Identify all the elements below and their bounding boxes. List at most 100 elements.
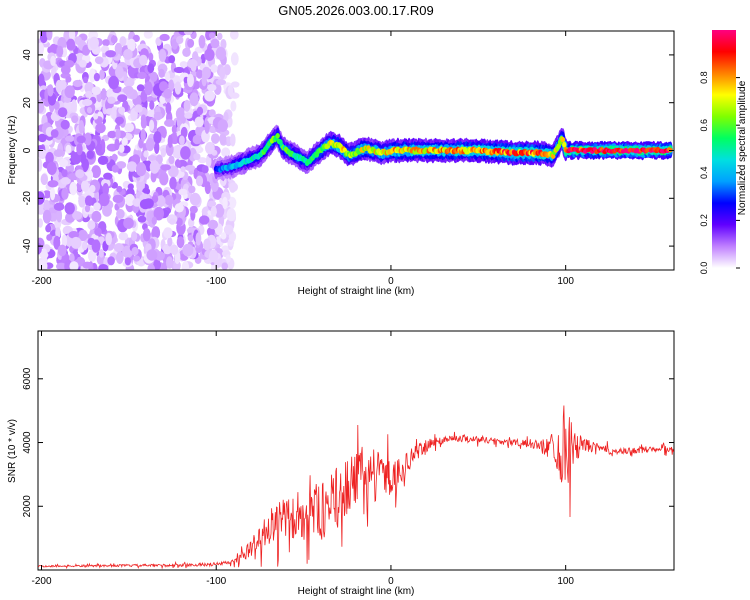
noise-cell — [87, 250, 97, 262]
noise-cell — [57, 107, 68, 118]
y-tick-label: 2000 — [22, 495, 33, 518]
noise-cell — [170, 244, 179, 255]
noise-cell — [159, 33, 170, 42]
noise-cell — [103, 172, 113, 180]
noise-cell — [60, 65, 71, 75]
noise-cell — [145, 137, 155, 152]
noise-cell — [82, 261, 93, 269]
noise-cell — [96, 253, 106, 265]
noise-cell — [210, 38, 220, 49]
noise-cell — [230, 100, 237, 112]
noise-cell — [72, 79, 83, 88]
y-tick-label: -40 — [22, 238, 33, 253]
noise-cell — [115, 65, 124, 79]
noise-cell — [173, 66, 185, 74]
noise-cell — [46, 31, 53, 41]
x-tick-label: 0 — [388, 576, 394, 587]
noise-cell — [87, 220, 96, 230]
noise-cell — [38, 42, 45, 55]
noise-cell — [78, 195, 86, 208]
noise-cell — [205, 155, 212, 168]
noise-cell — [209, 249, 219, 263]
noise-cell — [214, 203, 225, 218]
noise-cell — [101, 88, 107, 101]
colorbar-tick-label: 0.8 — [699, 71, 709, 84]
noise-cell — [189, 205, 198, 214]
noise-cell — [86, 106, 93, 114]
noise-cell — [91, 210, 102, 223]
noise-cell — [166, 256, 173, 269]
noise-cell — [154, 141, 160, 154]
noise-cell — [84, 205, 91, 213]
noise-cell — [176, 236, 185, 249]
y-tick-label: 6000 — [22, 367, 33, 390]
y-tick-label: 4000 — [22, 431, 33, 454]
noise-cell — [163, 227, 173, 239]
noise-cell — [185, 164, 196, 172]
colorbar-tick-label: 0.0 — [699, 262, 709, 275]
noise-cell — [61, 234, 68, 248]
x-tick-label: 100 — [557, 576, 574, 587]
noise-cell — [64, 202, 75, 215]
noise-cell — [111, 107, 117, 120]
noise-cell — [201, 66, 211, 80]
noise-cell — [164, 119, 175, 127]
noise-cell — [229, 92, 240, 99]
noise-cell — [207, 200, 217, 207]
noise-cell — [178, 188, 188, 196]
noise-cell — [111, 164, 119, 173]
noise-cell — [60, 177, 71, 185]
noise-cell — [124, 257, 131, 266]
snr-y-label: SNR (10 * v/v) — [7, 419, 18, 483]
noise-cell — [146, 249, 158, 261]
noise-cell — [208, 32, 216, 39]
noise-cell — [114, 42, 123, 55]
noise-cell — [99, 69, 105, 80]
noise-cell — [99, 193, 110, 207]
noise-cell — [223, 224, 234, 235]
noise-cell — [168, 79, 175, 93]
noise-cell — [229, 31, 239, 40]
noise-cell — [204, 48, 215, 61]
colorbar-gradient — [712, 30, 736, 268]
noise-cell — [140, 118, 147, 129]
noise-cell — [164, 71, 170, 82]
noise-cell — [38, 218, 43, 228]
noise-cell — [132, 198, 142, 207]
noise-cell — [174, 203, 184, 213]
noise-cell — [93, 113, 99, 120]
noise-cell — [38, 260, 48, 270]
noise-cell — [230, 52, 239, 66]
snr-y-axis: 2000 4000 6000 — [22, 367, 674, 517]
noise-cell — [102, 39, 110, 47]
noise-cell — [168, 55, 176, 64]
noise-cell — [58, 158, 69, 168]
noise-cell — [121, 137, 128, 146]
noise-cell — [98, 248, 104, 258]
noise-cell — [38, 158, 43, 172]
noise-cell — [134, 104, 143, 113]
noise-cell — [59, 80, 67, 90]
noise-cell — [143, 31, 153, 39]
noise-cell — [149, 119, 155, 132]
noise-cell — [158, 49, 167, 62]
noise-cell — [187, 59, 198, 69]
noise-cell — [169, 176, 177, 190]
x-tick-label: -200 — [31, 576, 51, 587]
colorbar: 0.0 0.2 0.4 0.6 0.8 Normalized spectral ampl… — [699, 30, 748, 274]
noise-cell — [217, 119, 228, 132]
noise-cell — [215, 46, 227, 61]
noise-cell — [82, 98, 93, 107]
noise-cell — [149, 160, 160, 174]
snr-x-axis: -200 -100 0 100 — [31, 331, 574, 587]
noise-cell — [89, 184, 96, 193]
noise-cell — [66, 38, 76, 50]
noise-cell — [182, 243, 194, 257]
noise-cell — [176, 217, 183, 227]
noise-cell — [56, 262, 67, 270]
noise-cell — [61, 169, 68, 178]
noise-cell — [207, 84, 217, 92]
noise-cell — [71, 115, 79, 124]
noise-cell — [187, 38, 195, 48]
noise-cell — [220, 232, 227, 240]
